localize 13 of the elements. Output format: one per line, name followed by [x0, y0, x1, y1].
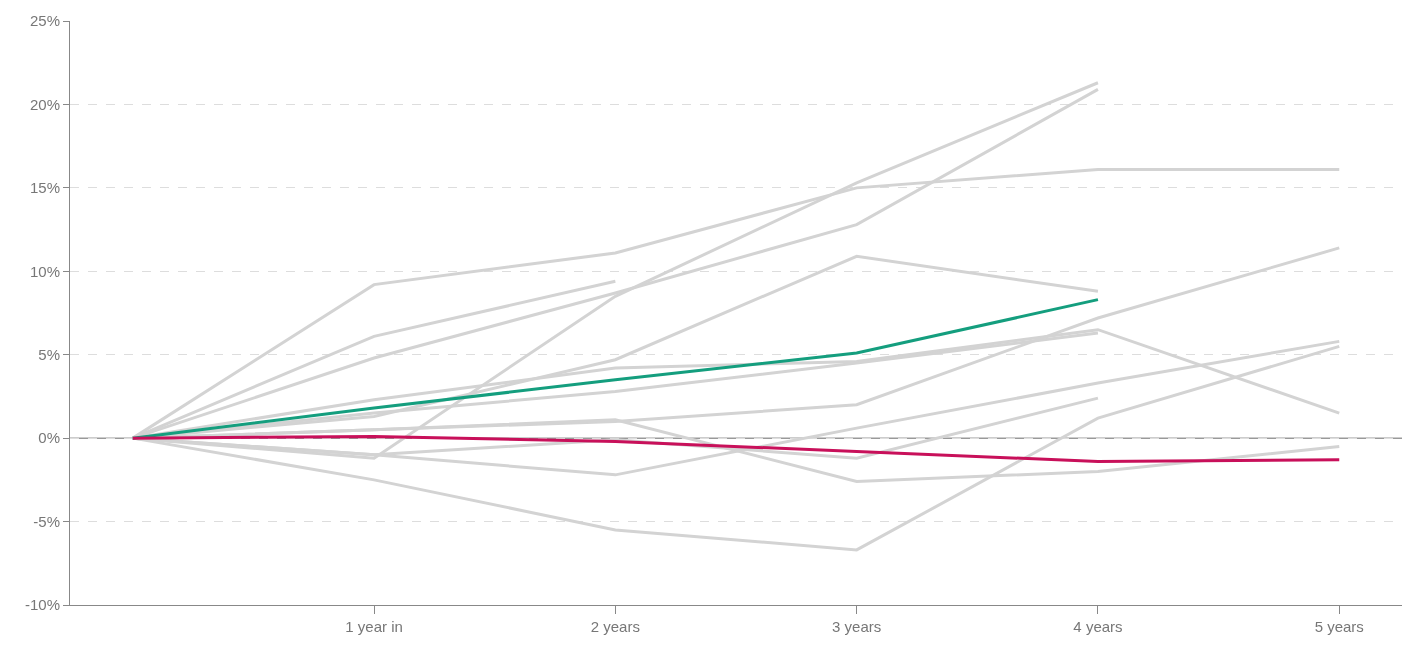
y-tick-label: 5% [38, 345, 60, 363]
x-tick-label: 4 years [1073, 618, 1123, 635]
x-tick-label: 5 years [1314, 618, 1364, 635]
y-tick-label: 0% [38, 429, 60, 447]
x-tick-label: 1 year in [345, 618, 403, 635]
x-tick-label: 2 years [590, 618, 640, 635]
x-tick-label: 3 years [832, 618, 882, 635]
y-tick-label: 20% [29, 95, 60, 113]
y-tick-label: -10% [24, 596, 60, 614]
y-tick-label: 10% [29, 262, 60, 280]
y-tick-label: 25% [29, 12, 60, 30]
y-tick-label: -5% [33, 512, 60, 530]
y-tick-label: 15% [29, 179, 60, 197]
